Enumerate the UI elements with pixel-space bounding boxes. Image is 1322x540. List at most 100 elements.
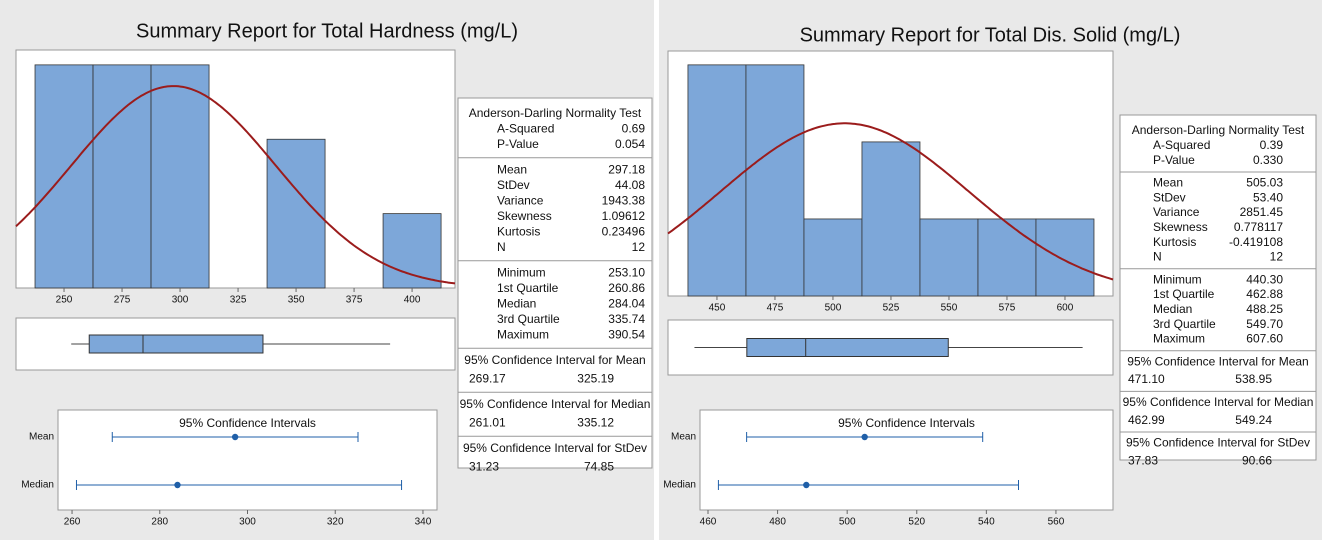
interval-high: 74.85: [584, 460, 614, 474]
histogram-bar: [861, 141, 921, 297]
stat-value: 0.23496: [602, 225, 646, 239]
stat-label: Kurtosis: [1153, 235, 1196, 249]
stat-value: 390.54: [608, 328, 645, 342]
stat-label: P-Value: [1153, 153, 1195, 167]
stat-value: 1943.38: [602, 194, 646, 208]
stat-value: 462.88: [1246, 287, 1283, 301]
interval-low: 462.99: [1128, 413, 1165, 427]
table-heading: Anderson-Darling Normality Test: [469, 106, 642, 120]
stat-label: Skewness: [1153, 220, 1208, 234]
box: [746, 338, 949, 357]
report-title: Summary Report for Total Dis. Solid (mg/…: [800, 24, 1181, 46]
stat-value: 260.86: [608, 281, 645, 295]
x-tick-label: 500: [825, 303, 842, 314]
x-tick-label: 325: [230, 295, 247, 306]
histogram-bar: [92, 64, 152, 289]
stat-value: 53.40: [1253, 190, 1283, 204]
histogram-bar: [977, 218, 1037, 297]
stat-label: Mean: [1153, 176, 1183, 190]
stat-label: Maximum: [497, 328, 549, 342]
ci-category: Mean: [29, 432, 54, 443]
x-tick-label: 275: [114, 295, 131, 306]
stat-label: A-Squared: [1153, 138, 1210, 152]
interval-high: 538.95: [1235, 372, 1272, 386]
stat-value: 335.74: [608, 312, 645, 326]
stat-label: P-Value: [497, 137, 539, 151]
x-tick-label: 300: [239, 517, 256, 528]
ci-frame: [57, 409, 438, 511]
stat-value: 0.330: [1253, 153, 1283, 167]
x-tick-label: 475: [767, 303, 784, 314]
stat-value: 488.25: [1246, 302, 1283, 316]
stat-value: 440.30: [1246, 272, 1283, 286]
stat-value: 505.03: [1246, 176, 1283, 190]
histogram-bar: [745, 64, 805, 297]
box: [88, 334, 264, 354]
interval-high: 335.12: [577, 416, 614, 430]
x-tick-label: 350: [288, 295, 305, 306]
stat-label: 1st Quartile: [497, 281, 559, 295]
interval-title: 95% Confidence Interval for Median: [1123, 395, 1314, 409]
x-tick-label: 340: [415, 517, 432, 528]
x-tick-label: 300: [172, 295, 189, 306]
x-tick-label: 600: [1057, 303, 1074, 314]
stat-value: 12: [1270, 250, 1284, 264]
x-tick-label: 450: [709, 303, 726, 314]
x-tick-label: 320: [327, 517, 344, 528]
stat-label: StDev: [1153, 190, 1186, 204]
ci-category: Median: [663, 480, 696, 491]
interval-low: 269.17: [469, 372, 506, 386]
stat-label: Kurtosis: [497, 225, 540, 239]
ci-frame: [699, 409, 1114, 511]
interval-title: 95% Confidence Interval for StDev: [463, 441, 647, 455]
histogram-bar: [150, 64, 210, 289]
interval-low: 261.01: [469, 416, 506, 430]
stat-value: -0.419108: [1229, 235, 1283, 249]
stat-value: 607.60: [1246, 332, 1283, 346]
stat-label: Median: [1153, 302, 1192, 316]
stat-label: Skewness: [497, 209, 552, 223]
stat-label: Variance: [497, 194, 544, 208]
x-tick-label: 560: [1048, 517, 1065, 528]
stat-value: 0.054: [615, 137, 645, 151]
ci-point: [231, 433, 239, 441]
stat-value: 2851.45: [1240, 205, 1284, 219]
stat-value: 12: [632, 240, 646, 254]
x-tick-label: 540: [978, 517, 995, 528]
table-heading: Anderson-Darling Normality Test: [1132, 123, 1305, 137]
stat-value: 253.10: [608, 266, 645, 280]
stat-value: 0.69: [622, 122, 646, 136]
stats-table: [457, 97, 653, 469]
histogram-bar: [1035, 218, 1095, 297]
stat-label: N: [1153, 250, 1162, 264]
stat-value: 284.04: [608, 297, 645, 311]
x-tick-label: 280: [151, 517, 168, 528]
histogram-bar: [34, 64, 94, 289]
ci-category: Mean: [671, 432, 696, 443]
x-tick-label: 575: [999, 303, 1016, 314]
stat-label: Median: [497, 297, 536, 311]
x-tick-label: 260: [64, 517, 81, 528]
stat-value: 549.70: [1246, 317, 1283, 331]
ci-category: Median: [21, 480, 54, 491]
x-tick-label: 520: [908, 517, 925, 528]
stat-value: 0.39: [1260, 138, 1284, 152]
stat-value: 44.08: [615, 178, 645, 192]
ci-point: [174, 481, 181, 489]
ci-title: 95% Confidence Intervals: [179, 416, 316, 430]
histogram-bar: [803, 218, 863, 297]
ci-title: 95% Confidence Intervals: [838, 416, 975, 430]
stat-value: 0.778117: [1234, 220, 1283, 234]
x-tick-label: 525: [883, 303, 900, 314]
interval-low: 37.83: [1128, 453, 1158, 467]
x-tick-label: 550: [941, 303, 958, 314]
histogram-bar: [687, 64, 747, 297]
normal-curve: [15, 85, 456, 285]
stat-label: Mean: [497, 163, 527, 177]
ci-point: [861, 433, 868, 441]
stat-label: 3rd Quartile: [497, 312, 560, 326]
stat-value: 297.18: [608, 163, 645, 177]
interval-high: 90.66: [1242, 453, 1272, 467]
report-title: Summary Report for Total Hardness (mg/L): [136, 20, 518, 42]
